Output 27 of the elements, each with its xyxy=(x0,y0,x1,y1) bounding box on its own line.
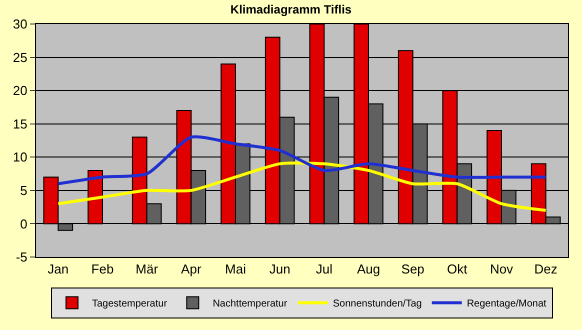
y-tick-label: 10 xyxy=(12,150,28,165)
y-tick-label: -5 xyxy=(16,250,28,265)
x-tick-label: Jan xyxy=(48,262,69,277)
legend-label: Regentage/Monat xyxy=(466,298,547,310)
line-series xyxy=(56,162,548,212)
x-tick-label: Okt xyxy=(447,262,468,277)
x-tick-label: Dez xyxy=(534,262,558,277)
x-tick-label: Nov xyxy=(490,262,514,277)
x-tick-label: Jun xyxy=(269,262,290,277)
y-tick-label: 5 xyxy=(20,182,28,198)
x-tick-label: Feb xyxy=(91,262,114,277)
legend-label: Sonnenstunden/Tag xyxy=(332,298,422,310)
x-tick-label: Apr xyxy=(181,262,202,277)
x-tick-label: Mär xyxy=(136,262,159,277)
x-tick-label: Jul xyxy=(316,262,333,277)
legend-label: Nachttemperatur xyxy=(212,298,288,310)
y-tick-label: 20 xyxy=(12,83,28,98)
x-tick-label: Mai xyxy=(225,262,246,277)
line-series xyxy=(56,135,548,186)
legend-label: Tagestemperatur xyxy=(92,298,168,310)
y-tick-label: 15 xyxy=(12,116,28,132)
x-tick-label: Sep xyxy=(401,262,424,277)
y-tick-label: 30 xyxy=(12,16,28,32)
chart-title: Klimadiagramm Tiflis xyxy=(230,2,352,16)
x-tick-label: Aug xyxy=(356,262,380,277)
y-tick-label: 0 xyxy=(20,216,28,232)
y-tick-label: 25 xyxy=(12,50,28,65)
